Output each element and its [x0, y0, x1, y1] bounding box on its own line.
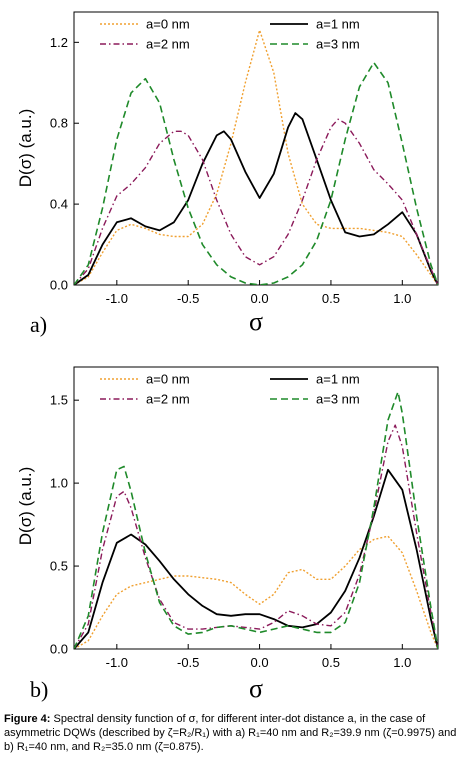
- caption-text: Spectral density function of σ, for diff…: [4, 713, 457, 753]
- legend-label-b-1: a=1 nm: [316, 372, 360, 387]
- axis-ticks-a: -1.0 -0.5 0.0 0.5 1.0 0.0 0.4 0.8 1.2: [50, 35, 411, 306]
- caption-label: Figure 4:: [4, 713, 51, 725]
- x-tick-label-b-3: 0.5: [322, 655, 340, 670]
- y-tick-label-a-1: 0.4: [50, 197, 68, 212]
- legend-b: a=0 nm a=1 nm a=2 nm a=3 nm: [100, 372, 360, 407]
- series-line-a-2: [74, 118, 438, 285]
- figure: -1.0 -0.5 0.0 0.5 1.0 0.0 0.4 0.8 1.2 a=0 nm a=1 …: [16, 11, 439, 703]
- legend-a: a=0 nm a=1 nm a=2 nm a=3 nm: [100, 17, 360, 52]
- y-tick-label-a-2: 0.8: [50, 116, 68, 131]
- axis-ticks-b: -1.0 -0.5 0.0 0.5 1.0 0.0 0.5 1.0 1.5: [50, 393, 411, 670]
- chart-panel-a: -1.0 -0.5 0.0 0.5 1.0 0.0 0.4 0.8 1.2 a=0 nm a=1 …: [16, 11, 439, 337]
- legend-label-a-2: a=2 nm: [146, 37, 190, 52]
- chart-panel-b: -1.0 -0.5 0.0 0.5 1.0 0.0 0.5 1.0 1.5 a=0 nm a=1 …: [16, 366, 439, 703]
- series-line-a-0: [74, 29, 438, 285]
- legend-label-a-1: a=1 nm: [316, 17, 360, 32]
- series-line-a-1: [74, 112, 438, 285]
- x-tick-label-a-1: -0.5: [177, 291, 199, 306]
- y-tick-label-b-3: 1.5: [50, 393, 68, 408]
- x-tick-label-a-4: 1.0: [393, 291, 411, 306]
- panel-tag-b: b): [30, 677, 48, 702]
- x-tick-label-a-0: -1.0: [106, 291, 128, 306]
- x-tick-label-b-1: -0.5: [177, 655, 199, 670]
- x-tick-label-b-4: 1.0: [393, 655, 411, 670]
- series-group-b: [74, 391, 438, 649]
- series-line-b-0: [74, 535, 438, 649]
- series-line-b-3: [74, 391, 438, 649]
- x-tick-label-a-3: 0.5: [322, 291, 340, 306]
- legend-label-a-3: a=3 nm: [316, 37, 360, 52]
- legend-label-b-3: a=3 nm: [316, 392, 360, 407]
- panel-tag-a: a): [30, 312, 47, 337]
- plot-frame-b: [73, 366, 439, 650]
- x-tick-label-b-0: -1.0: [106, 655, 128, 670]
- plot-frame-a: [73, 11, 439, 286]
- y-tick-label-b-1: 0.5: [50, 559, 68, 574]
- series-group-a: [74, 29, 438, 285]
- x-tick-label-b-2: 0.0: [251, 655, 269, 670]
- legend-label-a-0: a=0 nm: [146, 17, 190, 32]
- y-tick-label-b-0: 0.0: [50, 642, 68, 657]
- series-line-b-2: [74, 424, 438, 649]
- y-tick-label-a-3: 1.2: [50, 35, 68, 50]
- series-line-a-3: [74, 61, 438, 285]
- y-tick-label-b-2: 1.0: [50, 476, 68, 491]
- y-tick-label-a-0: 0.0: [50, 278, 68, 293]
- y-axis-label-a: D(σ) (a.u.): [16, 109, 35, 188]
- series-line-b-1: [74, 468, 438, 649]
- legend-label-b-2: a=2 nm: [146, 392, 190, 407]
- figure-caption: Figure 4: Spectral density function of σ…: [4, 712, 460, 754]
- x-axis-label-b: σ: [249, 674, 263, 703]
- x-axis-label-a: σ: [249, 307, 263, 336]
- y-axis-label-b: D(σ) (a.u.): [16, 467, 35, 546]
- legend-label-b-0: a=0 nm: [146, 372, 190, 387]
- x-tick-label-a-2: 0.0: [251, 291, 269, 306]
